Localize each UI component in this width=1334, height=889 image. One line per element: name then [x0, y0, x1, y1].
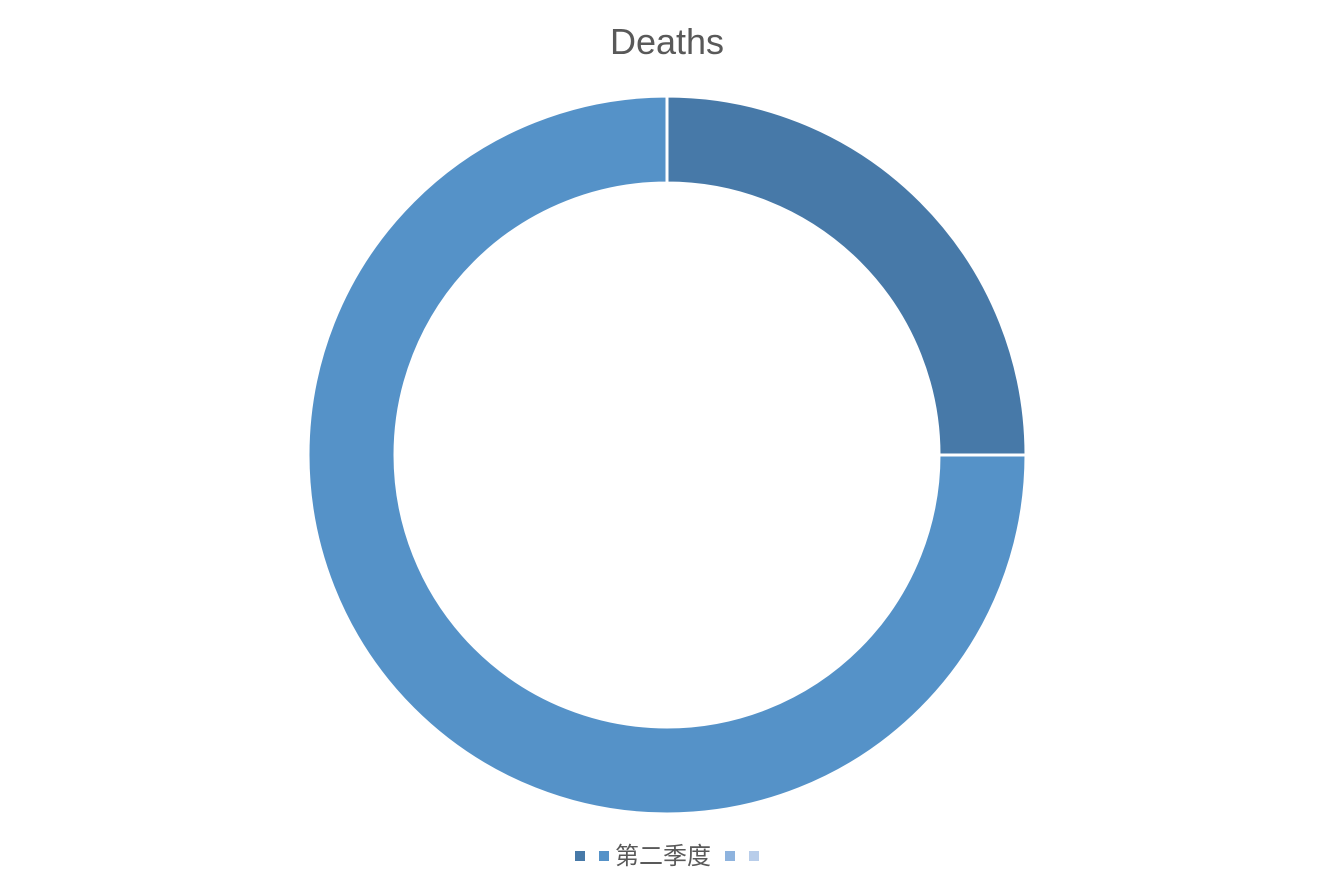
- legend-swatch-1: [575, 851, 585, 861]
- legend-entry-3: [725, 851, 735, 861]
- legend-entry-2: 第二季度: [599, 838, 711, 874]
- legend-swatch-3: [725, 851, 735, 861]
- legend-entry-1: [575, 851, 585, 861]
- legend-swatch-2: [599, 851, 609, 861]
- chart-title: Deaths: [609, 21, 725, 62]
- doughnut-slice-1: [665, 94, 1028, 457]
- doughnut-slice-2: [306, 94, 1028, 816]
- legend: 第二季度: [0, 838, 1334, 874]
- legend-label-2: 第二季度: [615, 842, 711, 870]
- doughnut-slices: [306, 94, 1028, 816]
- legend-entry-4: [749, 851, 759, 861]
- legend-swatch-4: [749, 851, 759, 861]
